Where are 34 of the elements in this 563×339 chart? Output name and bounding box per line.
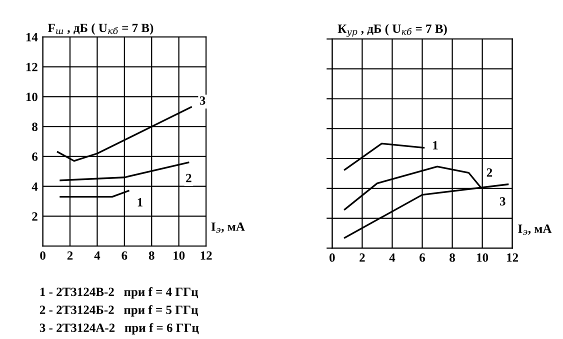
x-tick-label: 6 — [420, 253, 426, 262]
series-label: 3 — [200, 96, 206, 105]
series-label: 1 — [433, 141, 438, 150]
y-tick-label: 4 — [32, 182, 38, 191]
series-label: 1 — [138, 198, 142, 206]
x-axis-title: I$_{э}$, мА — [211, 222, 245, 233]
x-tick-label: 2 — [67, 251, 73, 260]
y-tick-label: 14 — [26, 33, 38, 42]
x-tick-label: 8 — [450, 253, 455, 262]
x-tick-label: 10 — [174, 251, 185, 260]
x-tick-label: 4 — [389, 253, 396, 262]
y-tick-label: 10 — [26, 92, 38, 102]
x-axis-title: I$_{э}$, мА — [518, 224, 552, 235]
x-tick-label: 8 — [148, 251, 154, 260]
y-axis-title: F$_{ш}$ , дБ ( U$_{кб}$ = 7 В) — [48, 23, 154, 35]
x-tick-label: 6 — [122, 251, 128, 260]
y-tick-label: 12 — [26, 62, 38, 72]
series-label: 2 — [486, 168, 492, 177]
y-axis-title: К$_{ур}$ , дБ ( U$_{кб}$ = 7 В) — [338, 24, 447, 37]
x-tick-label: 4 — [94, 251, 100, 260]
x-tick-label: 2 — [360, 253, 365, 262]
text: 3 - 2Т3124А-2 при f = 6 ГГц — [40, 323, 199, 335]
x-tick-label: 10 — [477, 253, 488, 262]
x-tick-label: 12 — [200, 251, 212, 260]
x-tick-label: 12 — [507, 253, 518, 262]
text: 2 - 2Т3124Б-2 при f = 5 ГГц — [40, 305, 198, 317]
x-tick-label: 0 — [40, 251, 46, 260]
x-tick-label: 0 — [330, 253, 335, 262]
series-label: 2 — [186, 174, 192, 182]
y-tick-label: 8 — [32, 122, 38, 132]
series-label: 3 — [500, 197, 506, 206]
y-tick-label: 2 — [32, 212, 38, 221]
y-tick-label: 6 — [32, 152, 38, 161]
text: 1 - 2Т3124В-2 при f = 4 ГГц — [40, 287, 198, 299]
